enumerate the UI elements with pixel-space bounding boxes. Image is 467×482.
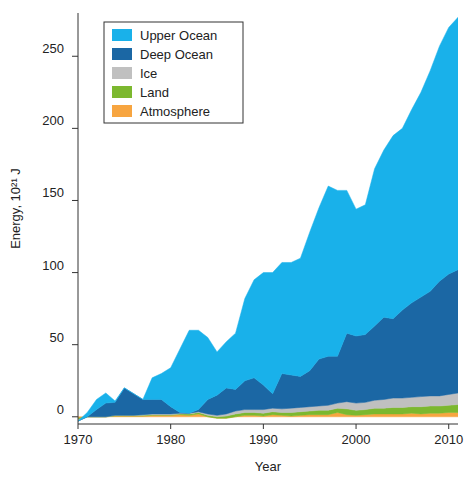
y-tick-label: 50 (50, 330, 64, 345)
legend-label: Upper Ocean (140, 28, 217, 43)
x-axis-label: Year (255, 459, 282, 474)
legend-box (104, 22, 243, 123)
x-tick-label: 2010 (434, 432, 463, 447)
y-tick-label: 0 (57, 402, 64, 417)
chart: 0 50 100 150 200 250 1970 1980 1990 2000 2010 Year E… (0, 0, 467, 482)
x-tick-label: 2000 (342, 432, 371, 447)
x-tick-label: 1980 (156, 432, 185, 447)
y-tick-label: 200 (42, 113, 64, 128)
y-tick (72, 416, 78, 417)
y-tick-label: 250 (42, 41, 64, 56)
legend-label: Atmosphere (140, 104, 210, 119)
y-axis (78, 13, 79, 424)
y-tick (72, 128, 78, 129)
x-tick (263, 424, 264, 429)
y-tick (72, 344, 78, 345)
x-tick (170, 424, 171, 429)
legend-label: Deep Ocean (140, 47, 213, 62)
legend-swatch (112, 105, 132, 117)
y-axis-label: Energy, 10²¹ J (8, 168, 23, 249)
legend-swatch (112, 29, 132, 41)
y-tick (72, 56, 78, 57)
legend: Upper Ocean Deep Ocean Ice Land Atmosphere (104, 22, 243, 123)
legend-swatch (112, 86, 132, 98)
x-tick-label: 1990 (249, 432, 278, 447)
area (78, 17, 458, 421)
legend-label: Land (140, 85, 169, 100)
x-tick (448, 424, 449, 429)
x-tick (356, 424, 357, 429)
x-tick (78, 424, 79, 429)
y-tick (72, 272, 78, 273)
legend-swatch (112, 48, 132, 60)
x-axis (78, 424, 458, 425)
y-tick-label: 100 (42, 258, 64, 273)
plot-area (78, 17, 458, 421)
y-tick-label: 150 (42, 185, 64, 200)
legend-label: Ice (140, 66, 157, 81)
legend-swatch (112, 67, 132, 79)
y-tick (72, 200, 78, 201)
x-tick-label: 1970 (64, 432, 93, 447)
